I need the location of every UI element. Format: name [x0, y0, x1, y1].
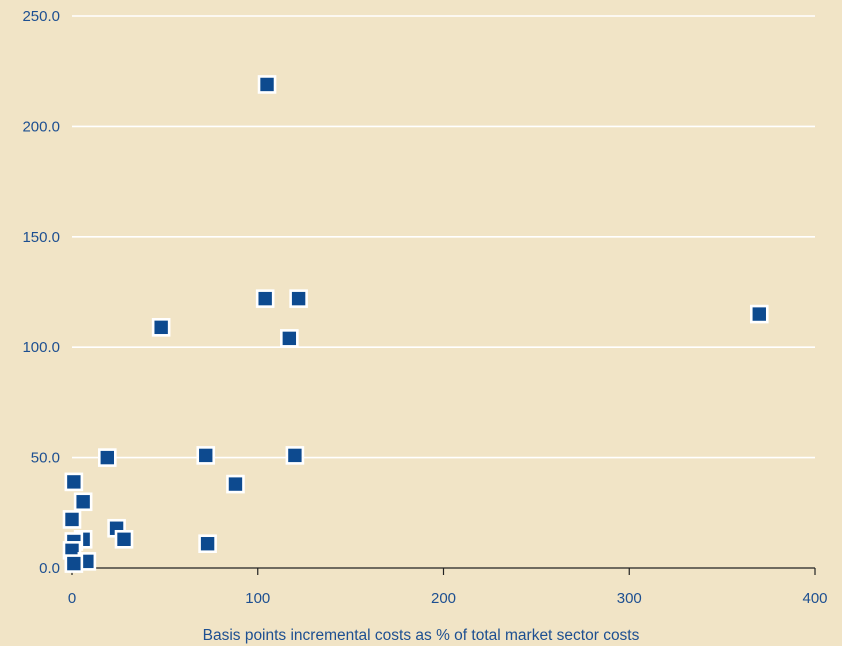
grid-lines — [72, 15, 815, 459]
data-point — [64, 554, 84, 573]
data-point — [289, 289, 308, 308]
data-point — [749, 304, 769, 324]
y-tick-label: 250.0 — [22, 8, 60, 25]
x-axis-label: Basis points incremental costs as % of t… — [203, 627, 640, 644]
x-tick-label: 300 — [617, 590, 642, 607]
y-tick-labels: 0.0 50.0 100.0 150.0 200.0 250.0 — [22, 8, 60, 577]
x-axis: 0 100 200 300 400 — [68, 567, 828, 607]
data-point — [97, 448, 117, 467]
data-point — [226, 474, 245, 494]
y-tick-label: 0.0 — [39, 560, 60, 577]
y-tick-label: 50.0 — [31, 450, 60, 467]
data-point — [62, 510, 82, 529]
data-point — [285, 446, 305, 465]
x-tick-label: 400 — [802, 590, 827, 607]
data-point — [73, 492, 93, 512]
y-tick-label: 100.0 — [22, 339, 60, 356]
data-points — [62, 75, 769, 573]
data-point — [257, 75, 277, 94]
data-point — [151, 318, 171, 337]
data-point — [196, 446, 216, 465]
x-tick-label: 100 — [245, 590, 270, 607]
data-point — [255, 289, 275, 308]
data-point — [280, 329, 299, 348]
x-tick-label: 0 — [68, 590, 76, 607]
x-tick-label: 200 — [431, 590, 456, 607]
data-point — [198, 534, 217, 554]
data-point — [114, 529, 134, 549]
data-point — [64, 472, 84, 492]
y-tick-label: 150.0 — [22, 229, 60, 246]
y-tick-label: 200.0 — [22, 118, 60, 135]
